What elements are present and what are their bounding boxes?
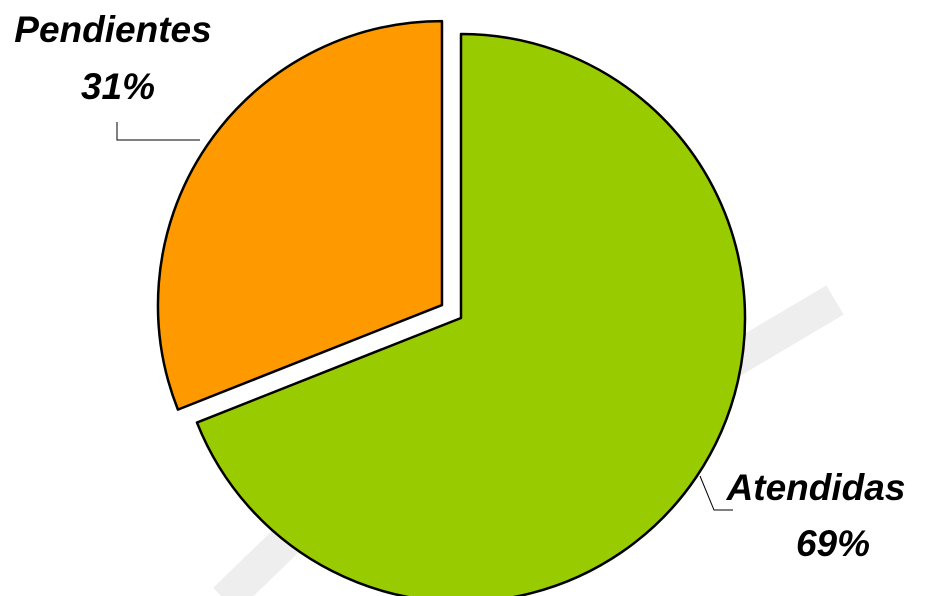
slice-value-pendientes: 31% <box>81 66 155 107</box>
pie-slice-atendidas <box>195 32 747 596</box>
slices-layer <box>156 19 747 596</box>
slice-value-atendidas: 69% <box>796 523 870 564</box>
leader-line-pendientes <box>116 122 200 141</box>
pie-slice-pendientes <box>156 19 444 411</box>
leader-line-atendidas <box>699 475 733 511</box>
slice-label-pendientes: Pendientes <box>14 9 211 50</box>
labels-layer: Atendidas 69% Pendientes 31% <box>14 9 905 564</box>
slice-label-atendidas: Atendidas <box>726 467 906 508</box>
